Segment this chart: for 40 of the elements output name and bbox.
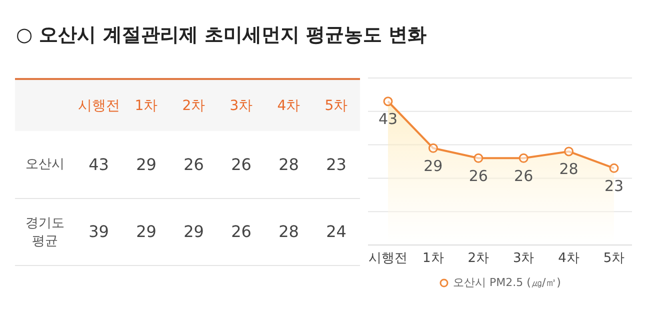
data-label: 29 — [135, 221, 158, 243]
x-tick-label: 시행전 — [76, 96, 121, 116]
x-tick-label: 4차 — [276, 96, 302, 116]
x-tick-label: 5차 — [324, 96, 349, 116]
point — [609, 163, 619, 173]
point — [564, 146, 574, 156]
data-label: 23 — [325, 154, 348, 176]
data-label: 29 — [424, 156, 443, 175]
legend-label: 오산시 PM2.5 (㎍/㎥) — [452, 275, 561, 290]
data-label: 29 — [182, 221, 205, 243]
data-label: 28 — [278, 154, 300, 176]
x-tick-label: 2차 — [468, 251, 490, 266]
x-tick-label: 2차 — [181, 96, 206, 116]
x-tick-label: 5차 — [603, 251, 625, 266]
data-label: 26 — [182, 154, 205, 176]
data-label: 43 — [88, 154, 110, 176]
data-label: 26 — [230, 221, 252, 243]
data-label: 39 — [88, 221, 110, 243]
point — [383, 96, 393, 106]
x-tick-label: 1차 — [134, 96, 159, 116]
x-tick-label: 4차 — [558, 251, 580, 266]
data-label: 23 — [604, 176, 624, 195]
y-tick-label: 오산시 — [24, 156, 66, 174]
data-label: 28 — [559, 160, 578, 178]
data-label: 29 — [135, 154, 158, 176]
data-label: 26 — [468, 166, 488, 185]
point — [428, 143, 438, 153]
point — [518, 153, 528, 163]
point — [474, 153, 484, 163]
data-label: 26 — [514, 166, 534, 185]
x-tick-label: 1차 — [422, 251, 444, 266]
data-label: 26 — [230, 154, 252, 176]
data-label: 24 — [325, 221, 348, 243]
chart-title: ○ 오산시 계절관리제 초미세먼지 평균농도 변화 — [16, 23, 427, 48]
data-label: 43 — [378, 110, 398, 128]
y-tick-label: 경기도 평균 — [24, 214, 66, 250]
x-tick-label: 3차 — [512, 251, 534, 266]
x-tick-label: 시행전 — [368, 251, 408, 266]
x-tick-label: 3차 — [228, 96, 254, 116]
data-label: 28 — [278, 221, 300, 243]
